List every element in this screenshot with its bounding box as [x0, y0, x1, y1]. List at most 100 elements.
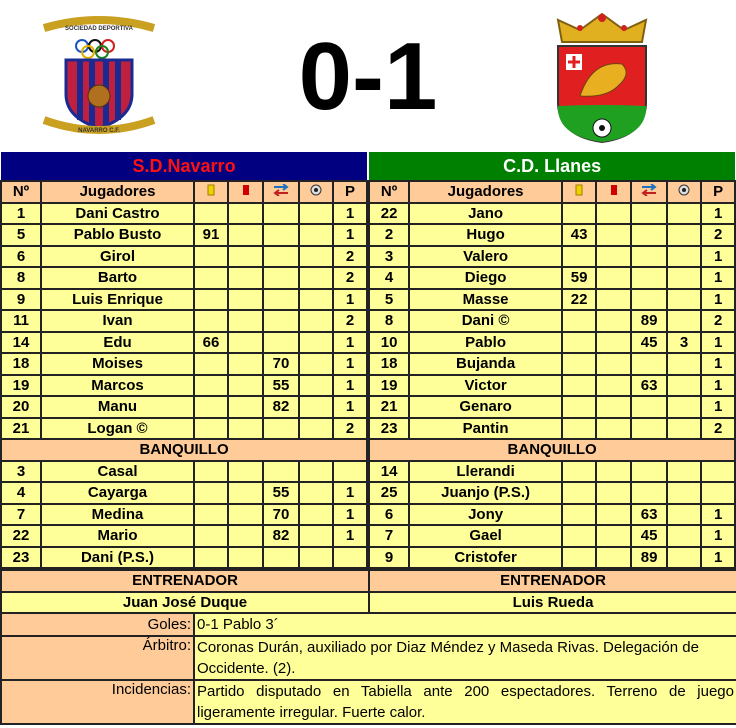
yellow-card-minute [193, 545, 229, 569]
player-number: 10 [368, 330, 411, 354]
yellow-card-minute: 59 [561, 266, 598, 290]
player-p: 1 [700, 502, 736, 526]
away-team-crest [556, 12, 648, 144]
player-name: Cristofer [408, 545, 564, 569]
player-number: 7 [0, 502, 42, 526]
goal-minute [666, 373, 703, 397]
red-card-minute [227, 244, 264, 268]
yellow-card-minute [193, 395, 229, 419]
player-number: 21 [0, 416, 42, 440]
player-number: 6 [0, 244, 42, 268]
player-number: 22 [0, 524, 42, 548]
yellow-card-minute [193, 459, 229, 483]
substitution-minute: 55 [262, 481, 300, 505]
yellow-card-minute: 22 [561, 287, 598, 311]
yellow-card-minute [561, 244, 598, 268]
player-p: 1 [700, 395, 736, 419]
yellow-card-minute [193, 502, 229, 526]
player-p: 1 [700, 545, 736, 569]
player-name: Barto [40, 266, 195, 290]
goal-minute: 3 [666, 330, 703, 354]
player-name: Jony [408, 502, 564, 526]
player-row: 4 Diego 59 1 [368, 266, 736, 290]
yellow-card-minute [193, 244, 229, 268]
player-p: 1 [700, 352, 736, 376]
player-p: 1 [331, 201, 369, 225]
ball-icon [298, 180, 334, 204]
player-row: 8 Dani © 89 2 [368, 309, 736, 333]
substitution-minute: 63 [630, 502, 669, 526]
player-name: Gael [408, 524, 564, 548]
player-row: 2 Hugo 43 2 [368, 223, 736, 247]
player-p: 1 [700, 524, 736, 548]
red-card-icon [227, 180, 264, 204]
player-number: 1 [0, 201, 42, 225]
yellow-card-minute [193, 287, 229, 311]
player-p: 1 [331, 287, 369, 311]
red-card-minute [227, 223, 264, 247]
yellow-card-minute [193, 524, 229, 548]
player-number: 14 [0, 330, 42, 354]
yellow-card-minute [561, 459, 598, 483]
col-players: Jugadores [40, 180, 195, 204]
player-row: 22 Jano 1 [368, 201, 736, 225]
player-number: 22 [368, 201, 411, 225]
substitution-minute [630, 266, 669, 290]
substitution-minute: 82 [262, 395, 300, 419]
player-row: 14 Llerandi [368, 459, 736, 483]
player-number: 23 [368, 416, 411, 440]
goal-minute [298, 545, 334, 569]
yellow-card-minute [561, 201, 598, 225]
player-p [700, 459, 736, 483]
player-number: 7 [368, 524, 411, 548]
red-card-icon [595, 180, 633, 204]
away-team-name: C.D. Llanes [369, 152, 736, 181]
away-lineup-table: C.D. Llanes Nº Jugadores P 22 Jano 1 2 Hugo 43 2 3 V… [368, 152, 736, 569]
yellow-card-minute [193, 266, 229, 290]
goal-minute [666, 244, 703, 268]
player-p: 2 [331, 416, 369, 440]
goal-minute [298, 223, 334, 247]
column-header-row: Nº Jugadores P [368, 180, 736, 204]
yellow-card-minute [561, 395, 598, 419]
substitution-minute: 89 [630, 309, 669, 333]
player-row: 20 Manu 82 1 [0, 395, 369, 419]
substitution-minute [262, 266, 300, 290]
substitution-minute: 63 [630, 373, 669, 397]
incidents-label: Incidencias: [0, 679, 195, 725]
player-p: 1 [700, 330, 736, 354]
yellow-card-minute [561, 481, 598, 505]
player-p [331, 545, 369, 569]
player-row: 6 Girol 2 [0, 244, 369, 268]
player-p: 1 [331, 330, 369, 354]
goals-label: Goles: [0, 612, 195, 637]
red-card-minute [227, 481, 264, 505]
substitution-minute [262, 244, 300, 268]
player-number: 4 [0, 481, 42, 505]
substitution-icon [262, 180, 300, 204]
yellow-card-minute [561, 330, 598, 354]
red-card-minute [595, 502, 633, 526]
red-card-minute [227, 416, 264, 440]
player-name: Valero [408, 244, 564, 268]
goal-minute [298, 352, 334, 376]
red-card-minute [595, 244, 633, 268]
substitution-minute: 55 [262, 373, 300, 397]
player-p: 1 [331, 481, 369, 505]
col-number: Nº [0, 180, 42, 204]
yellow-card-minute [561, 545, 598, 569]
player-name: Moises [40, 352, 195, 376]
player-row: 21 Logan © 2 [0, 416, 369, 440]
player-row: 18 Bujanda 1 [368, 352, 736, 376]
red-card-minute [595, 287, 633, 311]
player-row: 3 Valero 1 [368, 244, 736, 268]
player-name: Masse [408, 287, 564, 311]
player-p: 1 [331, 223, 369, 247]
player-name: Dani © [408, 309, 564, 333]
player-name: Dani (P.S.) [40, 545, 195, 569]
player-number: 8 [368, 309, 411, 333]
player-name: Juanjo (P.S.) [408, 481, 564, 505]
goal-minute [298, 201, 334, 225]
player-row: 6 Jony 63 1 [368, 502, 736, 526]
player-p: 2 [700, 309, 736, 333]
